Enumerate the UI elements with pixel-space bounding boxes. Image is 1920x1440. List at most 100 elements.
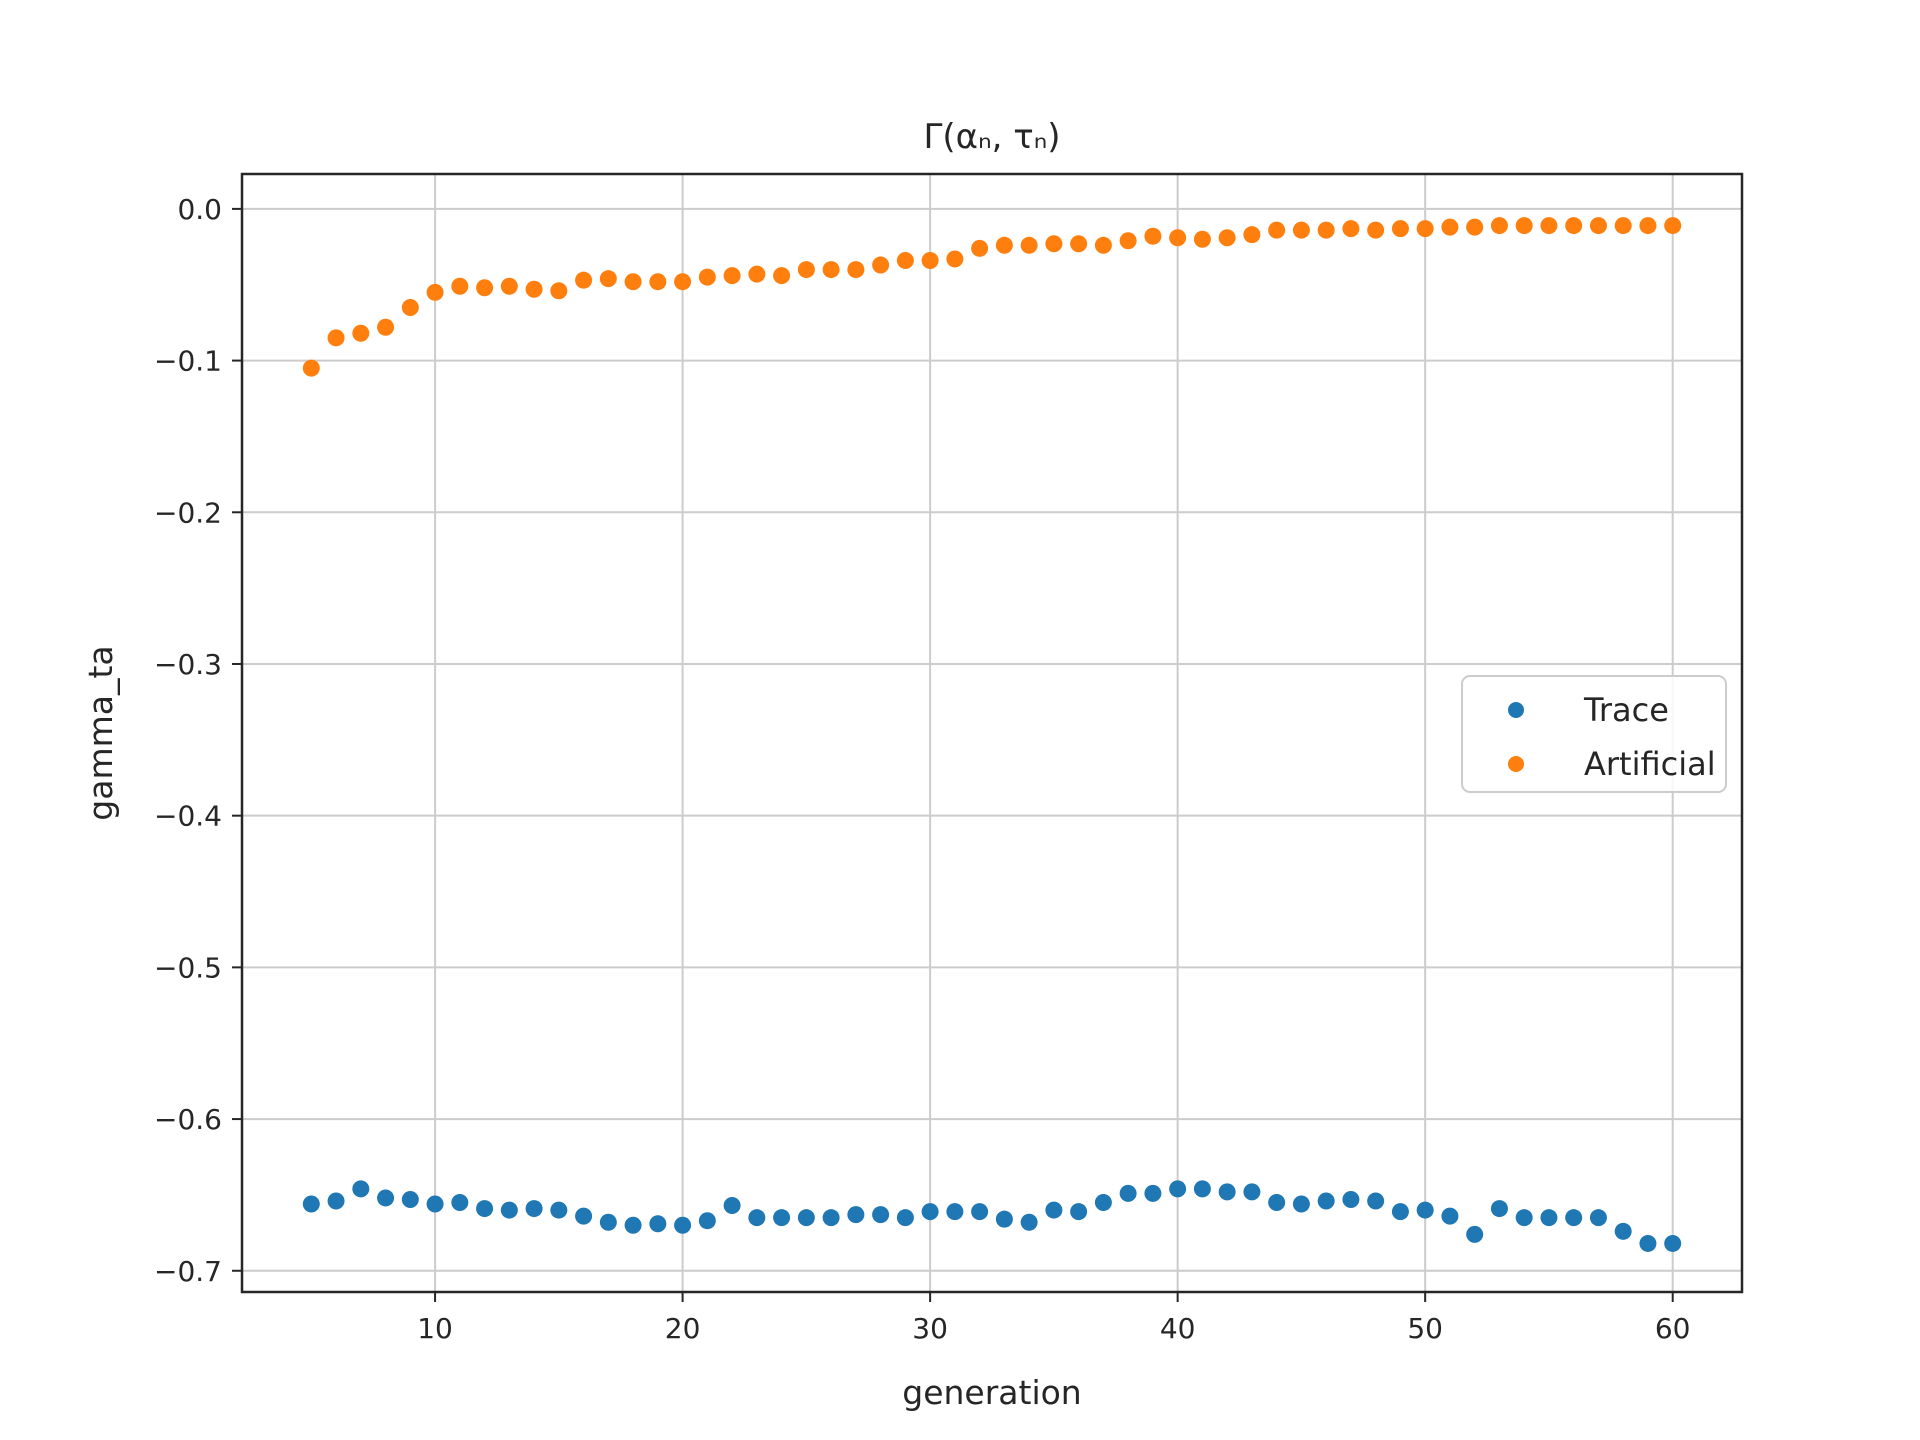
data-point-trace bbox=[1639, 1234, 1657, 1252]
data-point-artificial bbox=[1292, 221, 1310, 239]
data-point-artificial bbox=[1169, 229, 1187, 247]
data-point-trace bbox=[773, 1209, 791, 1227]
data-point-artificial bbox=[1391, 220, 1409, 238]
data-point-trace bbox=[698, 1212, 716, 1230]
data-point-trace bbox=[748, 1209, 766, 1227]
y-tick-label: −0.7 bbox=[154, 1255, 222, 1288]
x-tick-label: 10 bbox=[417, 1312, 453, 1345]
data-point-trace bbox=[575, 1207, 593, 1225]
data-point-trace bbox=[1119, 1184, 1137, 1202]
data-point-trace bbox=[1144, 1184, 1162, 1202]
data-point-trace bbox=[327, 1192, 345, 1210]
series-trace bbox=[302, 1180, 1682, 1252]
data-point-trace bbox=[1416, 1201, 1434, 1219]
data-point-artificial bbox=[971, 239, 989, 257]
x-tick-label: 50 bbox=[1407, 1312, 1443, 1345]
legend-marker-artificial bbox=[1508, 756, 1524, 772]
data-point-artificial bbox=[896, 251, 914, 269]
data-point-trace bbox=[500, 1201, 518, 1219]
data-point-trace bbox=[1342, 1190, 1360, 1208]
data-point-artificial bbox=[550, 282, 568, 300]
data-point-trace bbox=[476, 1200, 494, 1218]
data-point-trace bbox=[1367, 1192, 1385, 1210]
data-point-artificial bbox=[1070, 235, 1088, 253]
data-point-trace bbox=[723, 1197, 741, 1215]
data-point-artificial bbox=[1119, 232, 1137, 250]
data-point-artificial bbox=[1416, 220, 1434, 238]
data-point-trace bbox=[1218, 1183, 1236, 1201]
x-axis-label: generation bbox=[902, 1373, 1081, 1412]
data-point-trace bbox=[1614, 1222, 1632, 1240]
data-point-trace bbox=[401, 1190, 419, 1208]
data-point-artificial bbox=[797, 261, 815, 279]
data-point-trace bbox=[1045, 1201, 1063, 1219]
data-point-artificial bbox=[1020, 236, 1038, 254]
plot-frame bbox=[240, 172, 1744, 1294]
data-point-artificial bbox=[476, 279, 494, 297]
chart-title: Γ(αₙ, τₙ) bbox=[923, 117, 1060, 157]
y-tick-label: −0.4 bbox=[154, 800, 222, 833]
data-point-trace bbox=[302, 1195, 320, 1213]
data-point-trace bbox=[1515, 1209, 1533, 1227]
data-point-artificial bbox=[1515, 217, 1533, 235]
data-point-trace bbox=[1391, 1203, 1409, 1221]
data-point-trace bbox=[1193, 1180, 1211, 1198]
data-point-trace bbox=[1094, 1193, 1112, 1211]
data-point-artificial bbox=[748, 265, 766, 283]
data-point-artificial bbox=[575, 271, 593, 289]
data-point-trace bbox=[649, 1215, 667, 1233]
data-point-artificial bbox=[451, 277, 469, 295]
data-point-artificial bbox=[1342, 220, 1360, 238]
data-point-artificial bbox=[1094, 236, 1112, 254]
y-tick-label: −0.1 bbox=[154, 345, 222, 378]
data-point-artificial bbox=[1614, 217, 1632, 235]
data-point-trace bbox=[1292, 1195, 1310, 1213]
data-point-artificial bbox=[995, 236, 1013, 254]
data-point-trace bbox=[971, 1203, 989, 1221]
data-point-artificial bbox=[1317, 221, 1335, 239]
data-point-artificial bbox=[1193, 230, 1211, 248]
data-point-trace bbox=[525, 1200, 543, 1218]
legend-label-artificial: Artificial bbox=[1584, 745, 1716, 783]
data-point-trace bbox=[624, 1216, 642, 1234]
data-point-trace bbox=[896, 1209, 914, 1227]
data-point-trace bbox=[1243, 1183, 1261, 1201]
y-tick-label: −0.3 bbox=[154, 648, 222, 681]
data-point-trace bbox=[550, 1201, 568, 1219]
legend-marker-trace bbox=[1508, 702, 1524, 718]
y-tick-label: −0.2 bbox=[154, 496, 222, 529]
data-point-artificial bbox=[426, 283, 444, 301]
data-point-artificial bbox=[649, 273, 667, 291]
axis-ticks: 10 20 30 40 50 60 0.0 −0.1 −0.2 −0.3 −0.4 −0.5 −0.6 −… bbox=[154, 193, 1691, 1345]
data-point-artificial bbox=[1490, 217, 1508, 235]
data-point-artificial bbox=[352, 324, 370, 342]
data-point-trace bbox=[1169, 1180, 1187, 1198]
data-point-trace bbox=[1490, 1200, 1508, 1218]
data-point-trace bbox=[847, 1206, 865, 1224]
data-point-artificial bbox=[723, 267, 741, 285]
data-point-trace bbox=[995, 1210, 1013, 1228]
data-point-artificial bbox=[1589, 217, 1607, 235]
data-point-trace bbox=[1317, 1192, 1335, 1210]
data-point-artificial bbox=[1639, 217, 1657, 235]
series-artificial bbox=[302, 217, 1682, 377]
data-point-artificial bbox=[674, 273, 692, 291]
data-point-trace bbox=[872, 1206, 890, 1224]
data-point-trace bbox=[599, 1213, 617, 1231]
data-point-trace bbox=[1466, 1225, 1484, 1243]
data-point-trace bbox=[1070, 1203, 1088, 1221]
data-point-artificial bbox=[1565, 217, 1583, 235]
data-point-trace bbox=[426, 1195, 444, 1213]
data-point-artificial bbox=[1367, 221, 1385, 239]
data-point-artificial bbox=[921, 251, 939, 269]
legend-box bbox=[1461, 675, 1727, 793]
data-point-trace bbox=[1540, 1209, 1558, 1227]
y-tick-label: −0.5 bbox=[154, 951, 222, 984]
data-point-trace bbox=[822, 1209, 840, 1227]
data-point-artificial bbox=[773, 267, 791, 285]
data-point-artificial bbox=[1268, 221, 1286, 239]
data-point-artificial bbox=[1441, 218, 1459, 236]
data-point-artificial bbox=[302, 359, 320, 377]
data-point-artificial bbox=[847, 261, 865, 279]
